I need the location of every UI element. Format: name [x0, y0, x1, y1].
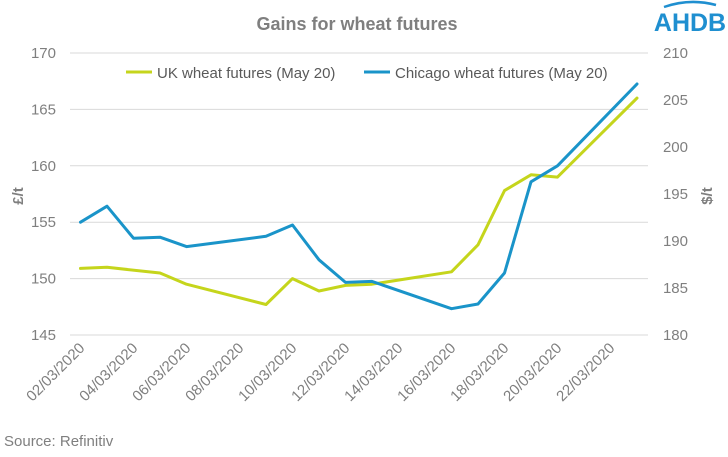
right-tick-label: 195	[663, 186, 688, 203]
legend-label-chicago: Chicago wheat futures (May 20)	[395, 65, 608, 82]
left-tick-label: 170	[31, 45, 56, 62]
series-layer	[79, 82, 639, 311]
right-tick-label: 210	[663, 45, 688, 62]
right-tick-label: 205	[663, 92, 688, 109]
right-tick-label: 200	[663, 139, 688, 156]
right-axis-title: $/t	[699, 187, 716, 205]
left-tick-label: 150	[31, 271, 56, 288]
left-y-axis: 145 150 155 160 165 170	[31, 45, 56, 344]
series-line-uk	[79, 96, 639, 306]
right-tick-label: 180	[663, 327, 688, 344]
left-tick-label: 145	[31, 327, 56, 344]
right-tick-label: 185	[663, 280, 688, 297]
ahdb-logo: AHDB	[654, 0, 726, 37]
right-tick-label: 190	[663, 233, 688, 250]
x-axis: 02/03/202004/03/202006/03/202008/03/2020…	[23, 340, 618, 405]
source-note: Source: Refinitiv	[4, 433, 114, 450]
logo-text: AHDB	[654, 9, 726, 37]
chart-title: Gains for wheat futures	[256, 14, 457, 34]
series-line-chicago	[79, 82, 639, 311]
left-axis-title: £/t	[10, 187, 27, 205]
logo-swoosh-icon	[663, 0, 717, 9]
left-tick-label: 160	[31, 158, 56, 175]
right-y-axis: 180 185 190 195 200 205 210	[663, 45, 688, 344]
legend[interactable]: UK wheat futures (May 20) Chicago wheat …	[126, 65, 608, 82]
gridlines	[70, 52, 648, 336]
legend-label-uk: UK wheat futures (May 20)	[157, 65, 335, 82]
left-tick-label: 165	[31, 101, 56, 118]
left-tick-label: 155	[31, 214, 56, 231]
